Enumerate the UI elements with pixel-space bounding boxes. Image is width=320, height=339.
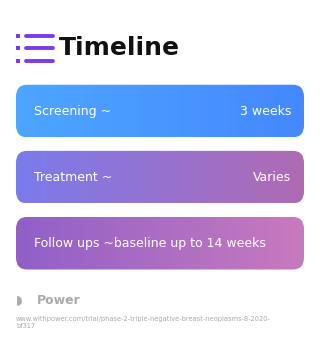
Text: www.withpower.com/trial/phase-2-triple-negative-breast-neoplasms-8-2020-
bf317: www.withpower.com/trial/phase-2-triple-n… [16,316,271,328]
Text: Timeline: Timeline [59,37,180,60]
Text: Follow ups ~baseline up to 14 weeks: Follow ups ~baseline up to 14 weeks [34,237,266,250]
Text: ◗: ◗ [16,294,23,306]
Text: 3 weeks: 3 weeks [240,104,291,118]
Text: Treatment ~: Treatment ~ [34,171,112,184]
Text: Screening ~: Screening ~ [34,104,111,118]
Text: Power: Power [37,294,81,306]
Text: Varies: Varies [253,171,291,184]
